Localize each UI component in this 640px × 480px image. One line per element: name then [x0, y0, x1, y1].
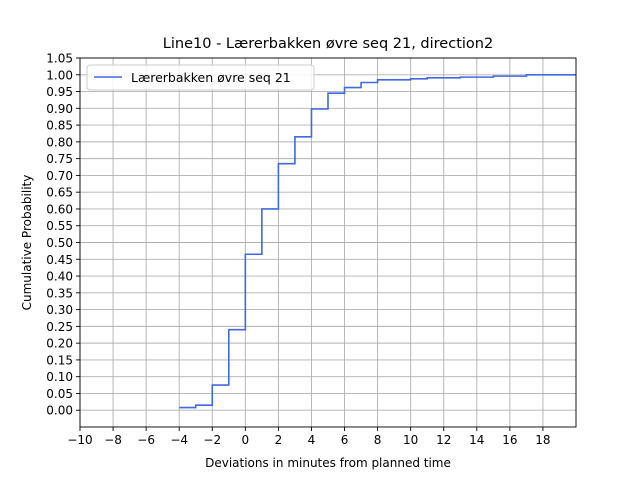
x-tick-label: −2 [203, 433, 221, 447]
x-tick-label: −8 [104, 433, 122, 447]
y-axis-label: Cumulative Probability [20, 175, 34, 311]
x-tick-label: 18 [535, 433, 550, 447]
x-tick-label: 4 [308, 433, 316, 447]
y-tick-label: 0.60 [46, 202, 73, 216]
y-tick-label: 1.05 [46, 52, 73, 66]
x-tick-label: −6 [137, 433, 155, 447]
y-tick-label: 0.15 [46, 353, 73, 367]
y-tick-label: 0.75 [46, 152, 73, 166]
y-tick-label: 0.70 [46, 169, 73, 183]
y-tick-label: 0.95 [46, 85, 73, 99]
y-tick-label: 0.40 [46, 270, 73, 284]
y-tick-label: 0.55 [46, 219, 73, 233]
x-tick-label: 8 [374, 433, 382, 447]
chart-title: Line10 - Lærerbakken øvre seq 21, direct… [163, 36, 493, 52]
series-line [179, 73, 576, 409]
y-axis-ticks: 0.00 0.05 0.10 0.15 0.20 0.25 0.30 0.35 0.40 0.45… [46, 52, 80, 418]
x-tick-label: 0 [242, 433, 250, 447]
legend-label: Lærerbakken øvre seq 21 [131, 70, 291, 85]
y-tick-label: 0.20 [46, 337, 73, 351]
x-tick-label: −10 [67, 433, 92, 447]
x-tick-label: 14 [469, 433, 484, 447]
legend-box [86, 64, 315, 91]
y-tick-label: 0.85 [46, 119, 73, 133]
grid [79, 57, 576, 427]
y-tick-label: 0.05 [46, 387, 73, 401]
y-tick-label: 0.30 [46, 303, 73, 317]
y-tick-label: 0.35 [46, 286, 73, 300]
y-tick-label: 0.90 [46, 102, 73, 116]
x-tick-label: 2 [275, 433, 283, 447]
legend: Lærerbakken øvre seq 21 [86, 64, 315, 91]
x-tick-label: 12 [436, 433, 451, 447]
x-axis-ticks: −10 −8 −6 −4 −2 0 2 4 6 8 10 12 14 16 18 [67, 427, 551, 447]
x-tick-label: 6 [341, 433, 349, 447]
y-tick-label: 1.00 [46, 68, 73, 82]
y-tick-label: 0.00 [46, 404, 73, 418]
y-tick-label: 0.10 [46, 370, 73, 384]
plot-series [179, 73, 576, 409]
x-axis-label: Deviations in minutes from planned time [205, 456, 451, 470]
x-tick-label: 16 [502, 433, 517, 447]
y-tick-label: 0.45 [46, 253, 73, 267]
y-tick-label: 0.25 [46, 320, 73, 334]
y-tick-label: 0.65 [46, 186, 73, 200]
x-tick-label: −4 [170, 433, 188, 447]
y-tick-label: 0.50 [46, 236, 73, 250]
y-tick-label: 0.80 [46, 135, 73, 149]
x-tick-label: 10 [403, 433, 418, 447]
